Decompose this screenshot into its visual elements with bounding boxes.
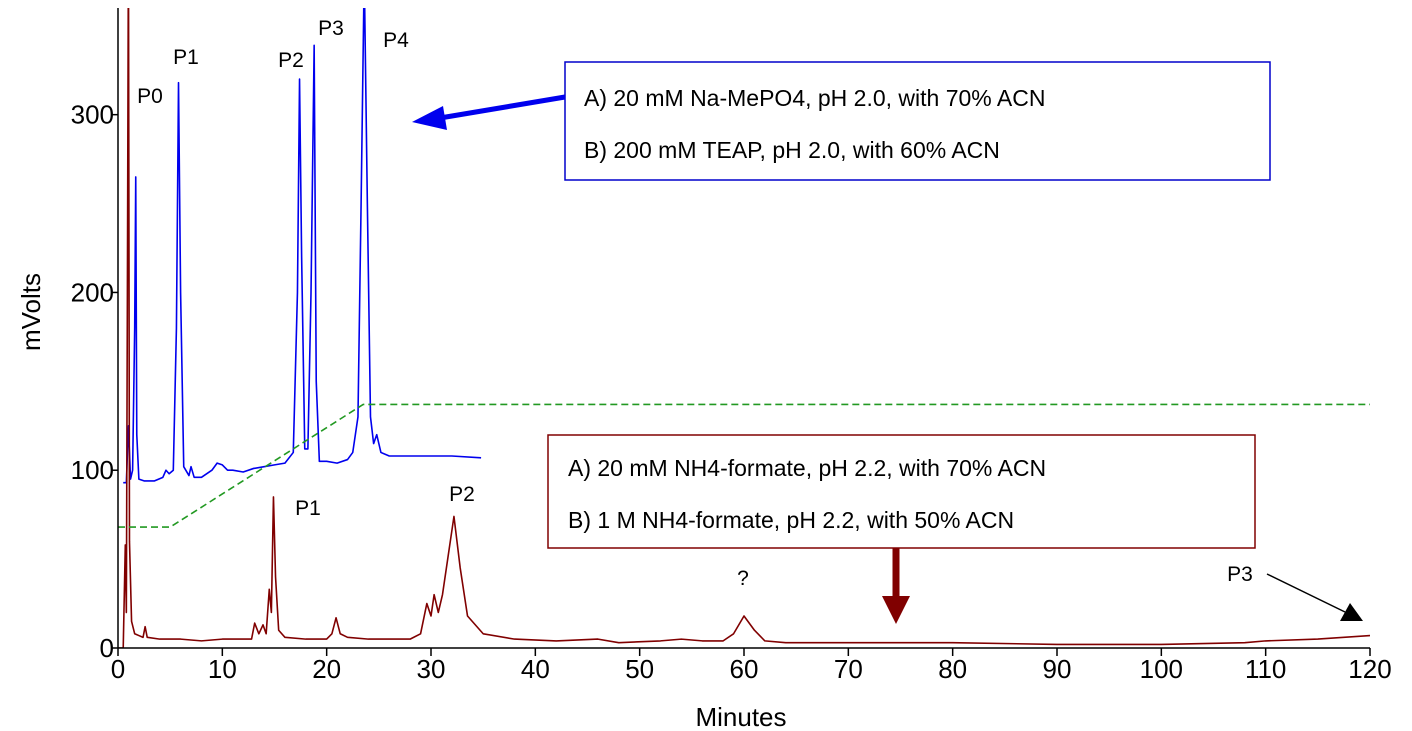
x-tick-label: 20 — [312, 654, 341, 684]
series-line — [118, 8, 1370, 648]
x-tick-label: 30 — [417, 654, 446, 684]
x-tick-label: 40 — [521, 654, 550, 684]
box-text: B) 1 M NH4-formate, pH 2.2, with 50% ACN — [568, 507, 1014, 533]
x-tick-label: 10 — [208, 654, 237, 684]
x-axis-label: Minutes — [695, 702, 786, 731]
series-line — [118, 403, 1370, 528]
arrow — [439, 94, 566, 121]
legend-box — [547, 434, 1256, 549]
legend-box — [564, 61, 1271, 181]
arrow-head — [882, 596, 910, 624]
x-tick-label: 50 — [625, 654, 654, 684]
arrow-head — [412, 106, 447, 130]
y-tick-label: 100 — [71, 455, 114, 485]
peak-label: P3 — [318, 17, 344, 40]
peak-label: P0 — [137, 85, 163, 108]
x-tick-label: 110 — [1245, 654, 1286, 684]
peak-label: ? — [737, 567, 749, 590]
x-tick-label: 120 — [1348, 654, 1391, 684]
x-tick-label: 60 — [730, 654, 759, 684]
peak-label: P3 — [1227, 563, 1253, 586]
x-tick-label: 90 — [1043, 654, 1072, 684]
x-tick-label: 80 — [938, 654, 967, 684]
box-text: B) 200 mM TEAP, pH 2.0, with 60% ACN — [584, 137, 1000, 163]
y-tick-label: 200 — [71, 277, 114, 307]
peak-label: P2 — [449, 483, 475, 506]
plot-area — [118, 8, 1370, 648]
y-tick-label: 0 — [100, 633, 114, 663]
x-tick-label: 70 — [834, 654, 863, 684]
box-text: A) 20 mM Na-MePO4, pH 2.0, with 70% ACN — [584, 85, 1045, 111]
peak-label: P4 — [383, 29, 409, 52]
peak-label: P1 — [295, 497, 321, 520]
arrow — [1266, 573, 1346, 613]
y-tick-label: 300 — [71, 100, 114, 130]
series-line — [123, 8, 482, 484]
peak-label: P2 — [278, 49, 304, 72]
x-tick-label: 100 — [1140, 654, 1183, 684]
y-axis-label: mVolts — [16, 273, 46, 351]
peak-label: P1 — [173, 46, 199, 69]
arrow-head — [1340, 603, 1363, 621]
box-text: A) 20 mM NH4-formate, pH 2.2, with 70% A… — [568, 455, 1046, 481]
x-tick-label: 0 — [111, 654, 125, 684]
